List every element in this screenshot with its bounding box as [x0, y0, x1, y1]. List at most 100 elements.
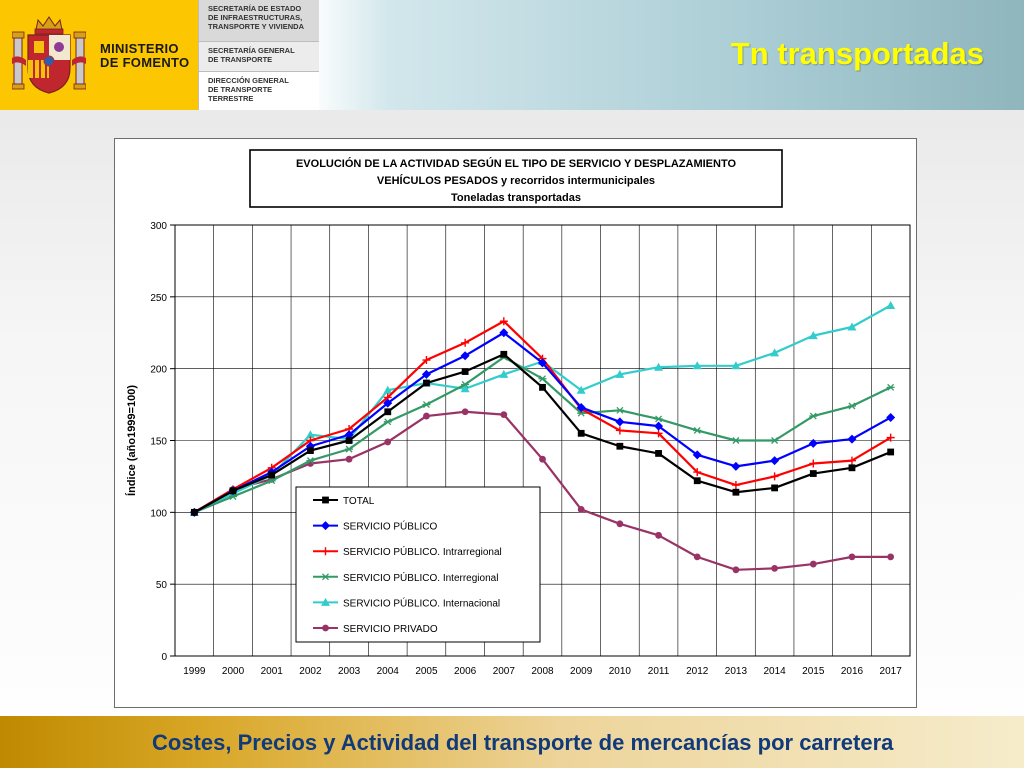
org-line: DE TRANSPORTE — [208, 55, 273, 64]
data-point — [190, 508, 198, 516]
data-point — [655, 450, 662, 457]
x-tick-label: 2013 — [725, 666, 748, 677]
org-line: DE TRANSPORTE — [208, 85, 273, 94]
legend-swatch-marker — [321, 597, 330, 606]
data-point — [847, 322, 857, 331]
footer-title: Costes, Precios y Actividad del transpor… — [152, 730, 894, 755]
data-point — [886, 433, 895, 442]
x-tick-label: 2009 — [570, 666, 593, 677]
data-point — [345, 437, 353, 444]
data-point — [770, 472, 779, 481]
data-point — [499, 317, 508, 326]
data-point — [886, 383, 895, 391]
legend-label: SERVICIO PÚBLICO. Intrarregional — [343, 545, 502, 558]
data-point — [538, 375, 547, 383]
data-point — [732, 566, 740, 574]
x-tick-label: 2006 — [454, 666, 477, 677]
data-point — [770, 348, 780, 357]
data-point — [770, 456, 780, 466]
data-point — [499, 369, 509, 378]
data-point — [423, 412, 430, 420]
org-line: DIRECCIÓN GENERAL — [208, 76, 289, 85]
x-tick-label: 2010 — [609, 666, 632, 677]
data-point — [692, 450, 702, 460]
data-point — [887, 553, 895, 561]
chart-title-line: EVOLUCIÓN DE LA ACTIVIDAD SEGÚN EL TIPO … — [296, 157, 737, 170]
data-point — [886, 413, 896, 423]
data-point — [731, 481, 740, 490]
legend-label: SERVICIO PRIVADO — [343, 624, 438, 635]
x-tick-label: 2004 — [377, 666, 400, 677]
data-point — [731, 461, 741, 471]
data-point — [848, 464, 856, 472]
data-point — [809, 412, 818, 420]
data-point — [654, 429, 663, 438]
x-tick-label: 2000 — [222, 666, 245, 677]
legend-label: TOTAL — [343, 496, 375, 507]
y-tick-label: 0 — [161, 652, 167, 663]
data-point — [384, 408, 392, 416]
data-point — [847, 456, 856, 465]
y-tick-label: 150 — [150, 437, 167, 448]
data-point — [499, 328, 509, 338]
data-point — [577, 429, 585, 437]
data-point — [306, 447, 314, 454]
data-point — [460, 351, 470, 361]
org-line: SECRETARÍA DE ESTADO — [208, 4, 302, 13]
data-point — [731, 361, 741, 370]
x-tick-label: 2017 — [880, 666, 903, 677]
line-chart: EVOLUCIÓN DE LA ACTIVIDAD SEGÚN EL TIPO … — [125, 149, 911, 677]
x-tick-label: 2001 — [261, 666, 284, 677]
legend-swatch-marker — [321, 547, 330, 556]
legend-label: SERVICIO PÚBLICO. Interregional — [343, 571, 498, 584]
data-point — [809, 459, 818, 468]
organization-hierarchy: SECRETARÍA DE ESTADO DE INFRAESTRUCTURAS… — [198, 0, 319, 110]
data-point — [808, 331, 818, 340]
data-point — [847, 434, 857, 444]
data-point — [886, 300, 896, 309]
data-point — [808, 438, 818, 448]
data-point — [422, 356, 431, 365]
data-point — [461, 338, 470, 347]
data-point — [615, 406, 624, 414]
data-point — [616, 520, 624, 528]
data-point — [460, 384, 470, 393]
data-point — [461, 408, 469, 416]
ministry-name: MINISTERIO DE FOMENTO — [100, 42, 189, 70]
org-line: TERRESTRE — [208, 94, 254, 103]
data-point — [655, 531, 662, 539]
legend-box — [295, 486, 541, 643]
data-point — [345, 445, 354, 453]
data-point — [268, 471, 276, 479]
data-point — [267, 477, 276, 485]
data-point — [770, 437, 779, 444]
data-point — [576, 385, 586, 394]
data-point — [500, 411, 508, 419]
legend-swatch-marker — [322, 624, 329, 632]
data-point — [771, 484, 779, 492]
org-box-secretaria-general: SECRETARÍA GENERAL DE TRANSPORTE — [199, 42, 319, 72]
data-point — [693, 553, 701, 561]
legend-swatch-marker — [321, 573, 330, 581]
data-point — [654, 415, 663, 423]
x-tick-label: 2003 — [338, 666, 361, 677]
data-point — [771, 564, 779, 572]
series-line — [193, 304, 892, 514]
data-point — [654, 362, 664, 371]
data-point — [305, 430, 315, 439]
x-tick-label: 2012 — [686, 666, 709, 677]
org-line: SECRETARÍA GENERAL — [208, 46, 295, 55]
data-point — [422, 401, 431, 409]
legend-swatch-marker — [322, 496, 329, 504]
legend-label: SERVICIO PÚBLICO — [343, 520, 438, 533]
coat-of-arms-icon — [12, 16, 86, 94]
x-tick-label: 2011 — [648, 666, 670, 677]
x-tick-label: 2005 — [415, 666, 438, 677]
legend-label: SERVICIO PÚBLICO. Internacional — [343, 596, 500, 609]
chart-title-line: Toneladas transportadas — [451, 192, 581, 204]
data-point — [344, 430, 354, 440]
x-tick-label: 2002 — [299, 666, 322, 677]
y-tick-label: 300 — [150, 221, 167, 232]
y-axis-label: Índice (año1999=100) — [125, 385, 138, 496]
chart-frame: EVOLUCIÓN DE LA ACTIVIDAD SEGÚN EL TIPO … — [114, 138, 917, 708]
